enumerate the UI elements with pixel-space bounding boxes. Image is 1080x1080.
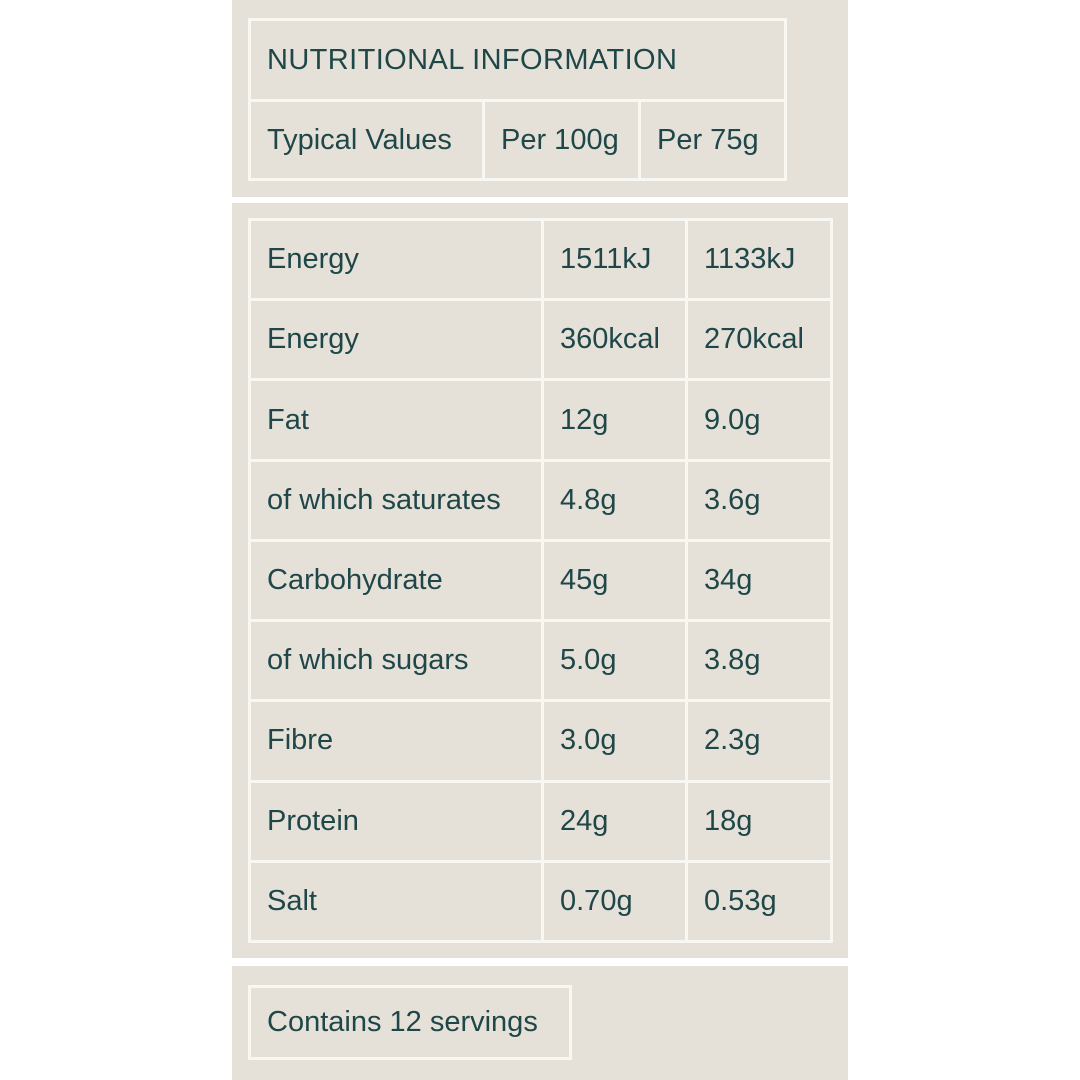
per-75g-value: 270kcal: [688, 301, 830, 379]
nutrient-label: Energy: [251, 301, 541, 379]
nutrient-label: Energy: [251, 221, 541, 299]
per-100g-value: 1511kJ: [544, 221, 685, 299]
footer-section: Contains 12 servings: [232, 966, 848, 1080]
servings-box: Contains 12 servings: [248, 985, 572, 1060]
nutrition-label: NUTRITIONAL INFORMATION Typical Values P…: [232, 0, 848, 1080]
nutrient-label: Fat: [251, 381, 541, 459]
nutrient-label: Salt: [251, 862, 541, 940]
per-75g-value: 0.53g: [688, 862, 830, 940]
per-100g-value: 4.8g: [544, 461, 685, 539]
per-100g-value: 24g: [544, 782, 685, 860]
per-75g-value: 3.8g: [688, 622, 830, 700]
column-header-typical-values: Typical Values: [251, 102, 482, 178]
nutrition-table: Energy 1511kJ 1133kJ Energy 360kcal 270kcal Fa…: [248, 218, 833, 943]
per-75g-value: 9.0g: [688, 381, 830, 459]
per-100g-value: 45g: [544, 541, 685, 620]
per-100g-value: 360kcal: [544, 301, 685, 379]
nutritional-information-title: NUTRITIONAL INFORMATION: [251, 21, 784, 99]
nutrient-label: of which sugars: [251, 622, 541, 700]
per-75g-value: 3.6g: [688, 461, 830, 539]
nutrient-label: of which saturates: [251, 461, 541, 539]
per-75g-value: 1133kJ: [688, 221, 830, 299]
per-100g-value: 5.0g: [544, 622, 685, 700]
header-table: NUTRITIONAL INFORMATION Typical Values P…: [248, 18, 787, 181]
nutrient-label: Protein: [251, 782, 541, 860]
column-header-per-75g: Per 75g: [641, 102, 784, 178]
main-section: Energy 1511kJ 1133kJ Energy 360kcal 270kcal Fa…: [232, 203, 848, 958]
column-header-per-100g: Per 100g: [485, 102, 638, 178]
header-section: NUTRITIONAL INFORMATION Typical Values P…: [232, 0, 848, 197]
per-75g-value: 2.3g: [688, 702, 830, 780]
per-100g-value: 12g: [544, 381, 685, 459]
servings-text: Contains 12 servings: [267, 1006, 538, 1038]
per-100g-value: 3.0g: [544, 702, 685, 780]
per-75g-value: 18g: [688, 782, 830, 860]
per-100g-value: 0.70g: [544, 862, 685, 940]
nutrient-label: Fibre: [251, 702, 541, 780]
nutrient-label: Carbohydrate: [251, 541, 541, 620]
per-75g-value: 34g: [688, 541, 830, 620]
